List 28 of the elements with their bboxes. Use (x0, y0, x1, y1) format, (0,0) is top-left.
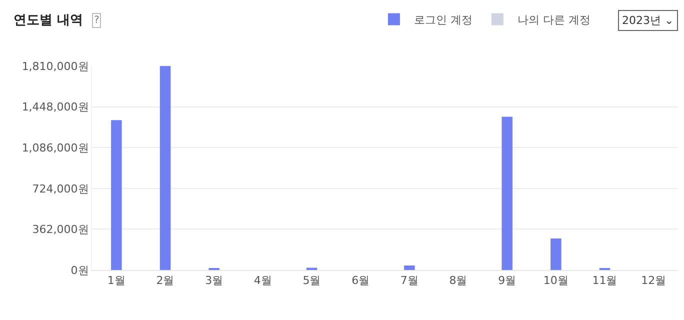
y-tick-label: 1,810,000원 (22, 60, 89, 73)
y-tick-label: 724,000원 (32, 182, 89, 196)
text: ? (94, 15, 100, 26)
x-tick-label: 7월 (400, 274, 418, 288)
bar (111, 120, 122, 270)
bar (502, 116, 512, 270)
legend-label: 로그인 계정 (414, 13, 472, 26)
x-tick-label: 6월 (352, 274, 370, 288)
bar (404, 265, 415, 270)
x-tick-label: 4월 (254, 274, 272, 288)
y-tick-label: 0원 (70, 264, 89, 277)
y-tick-label: 1,086,000원 (22, 141, 89, 154)
x-tick-label: 8월 (449, 274, 468, 288)
x-tick-label: 2월 (156, 274, 174, 288)
legend-label: 나의 다른 계정 (517, 13, 590, 26)
x-tick-label: 9월 (498, 274, 516, 288)
text: 2023년 ⌄ (622, 14, 674, 27)
y-tick-label: 362,000원 (32, 223, 89, 236)
chart-title: 연도별 내역 (14, 12, 84, 28)
y-tick-label: 1,448,000원 (22, 100, 89, 114)
bar (550, 238, 562, 270)
x-tick-label: 5월 (302, 274, 321, 288)
x-tick-label: 11월 (592, 274, 618, 288)
x-tick-label: 10월 (543, 274, 568, 288)
x-tick-label: 12월 (641, 274, 666, 288)
x-tick-label: 1월 (107, 274, 126, 288)
bar (160, 66, 171, 270)
x-tick-label: 3월 (205, 274, 224, 288)
